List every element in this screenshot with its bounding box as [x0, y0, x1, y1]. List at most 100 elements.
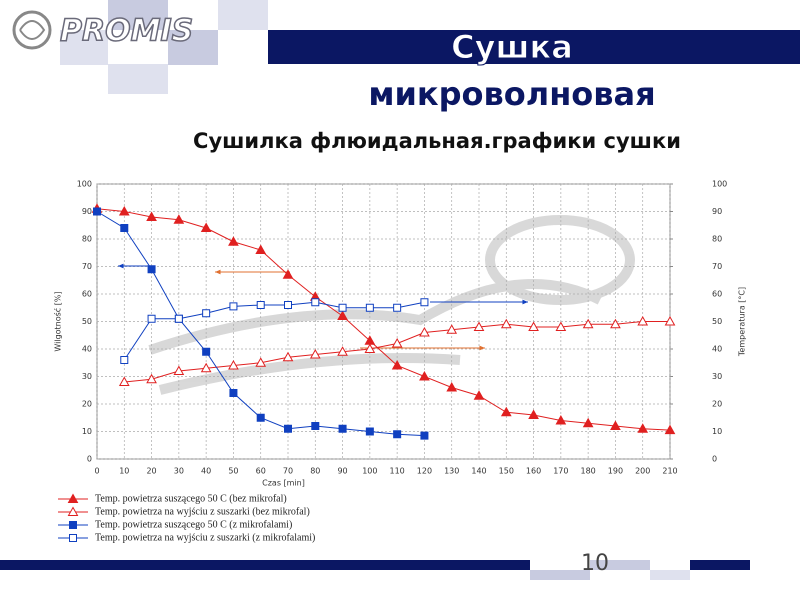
- marker: [420, 431, 429, 440]
- marker: [118, 376, 130, 386]
- y-axis-label: Wilgotność [%]: [53, 291, 63, 351]
- marker: [338, 303, 347, 312]
- x-tick-label: 180: [581, 467, 596, 476]
- marker: [118, 205, 130, 216]
- x-tick-label: 170: [553, 467, 568, 476]
- x-tick-label: 60: [256, 467, 266, 476]
- slide-title: микроволновая: [368, 75, 655, 113]
- marker: [255, 244, 267, 254]
- marker: [337, 310, 348, 320]
- marker: [174, 314, 183, 323]
- marker: [284, 301, 292, 309]
- x-axis-label: Czas [min]: [262, 479, 305, 488]
- marker: [500, 406, 512, 417]
- marker: [256, 301, 265, 309]
- y2-tick-label: 20: [712, 400, 722, 409]
- y2-tick-label: 50: [712, 317, 722, 326]
- marker: [200, 222, 212, 232]
- legend-marker: [67, 506, 79, 516]
- marker: [284, 424, 292, 433]
- plot: 0102030405060708090100010203040506070809…: [53, 180, 747, 544]
- marker: [528, 321, 539, 331]
- marker: [473, 321, 485, 331]
- series-line: [96, 208, 671, 431]
- x-tick-label: 110: [390, 467, 405, 476]
- x-tick-label: 50: [228, 467, 238, 476]
- y2-tick-label: 0: [712, 455, 717, 464]
- marker: [393, 430, 402, 439]
- legend-label: Temp. powietrza suszącego 50 C (bez mikr…: [95, 493, 287, 504]
- marker: [338, 424, 347, 433]
- x-tick-label: 120: [417, 467, 432, 476]
- y-tick-label: 50: [82, 317, 92, 326]
- marker: [282, 351, 294, 362]
- arrow-head: [479, 345, 485, 351]
- marker: [637, 423, 649, 433]
- marker: [664, 315, 676, 326]
- y-tick-label: 20: [82, 400, 92, 409]
- y2-axis-label: Temperatura [°C]: [738, 287, 747, 357]
- y-tick-label: 80: [82, 235, 92, 244]
- marker: [393, 303, 402, 312]
- marker: [202, 347, 211, 356]
- x-tick-label: 100: [362, 467, 377, 476]
- marker: [228, 236, 239, 246]
- legend-label: Temp. powietrza na wyjściu z suszarki (z…: [95, 532, 315, 543]
- x-tick-label: 0: [94, 467, 99, 476]
- y2-tick-label: 10: [712, 427, 722, 436]
- marker: [146, 373, 157, 384]
- marker: [555, 321, 567, 331]
- y-tick-label: 10: [82, 427, 92, 436]
- marker: [419, 326, 430, 337]
- marker: [146, 211, 157, 221]
- y2-tick-label: 40: [712, 345, 722, 354]
- y2-tick-label: 30: [712, 372, 722, 381]
- x-tick-label: 20: [146, 467, 156, 476]
- marker: [555, 414, 567, 425]
- x-tick-label: 150: [499, 467, 514, 476]
- x-tick-label: 10: [119, 467, 129, 476]
- legend-label: Temp. powietrza suszącego 50 C (z mikrof…: [95, 519, 292, 530]
- arrow-head: [118, 263, 124, 269]
- marker: [637, 315, 649, 326]
- page-number: 10: [581, 551, 609, 576]
- marker: [229, 389, 238, 397]
- marker: [365, 427, 374, 436]
- marker: [311, 298, 320, 307]
- legend-marker: [69, 521, 77, 529]
- y-tick-label: 30: [82, 372, 92, 381]
- arrow-head: [215, 269, 221, 275]
- x-tick-label: 70: [283, 467, 293, 476]
- legend-marker: [67, 493, 79, 503]
- y2-tick-label: 90: [712, 207, 722, 216]
- series-line: [123, 301, 425, 361]
- marker: [255, 357, 267, 367]
- marker: [582, 417, 594, 428]
- x-tick-label: 210: [662, 467, 677, 476]
- marker: [664, 424, 676, 435]
- y2-tick-label: 80: [712, 235, 722, 244]
- x-tick-label: 80: [310, 467, 320, 476]
- marker: [528, 409, 539, 419]
- marker: [610, 318, 621, 329]
- y2-tick-label: 70: [712, 262, 722, 271]
- x-tick-label: 190: [608, 467, 623, 476]
- marker: [446, 381, 458, 392]
- y-tick-label: 100: [77, 180, 92, 189]
- x-tick-label: 40: [201, 467, 211, 476]
- marker: [610, 420, 621, 430]
- marker: [173, 214, 185, 224]
- marker: [391, 337, 403, 348]
- arrow-head: [522, 299, 528, 305]
- x-tick-label: 200: [635, 467, 650, 476]
- marker: [173, 365, 185, 375]
- marker: [200, 362, 212, 373]
- marker: [419, 370, 430, 381]
- legend-label: Temp. powietrza na wyjściu z suszarki (b…: [95, 506, 310, 517]
- marker: [311, 422, 320, 430]
- marker: [364, 343, 376, 353]
- x-tick-label: 90: [337, 467, 347, 476]
- y-tick-label: 40: [82, 345, 92, 354]
